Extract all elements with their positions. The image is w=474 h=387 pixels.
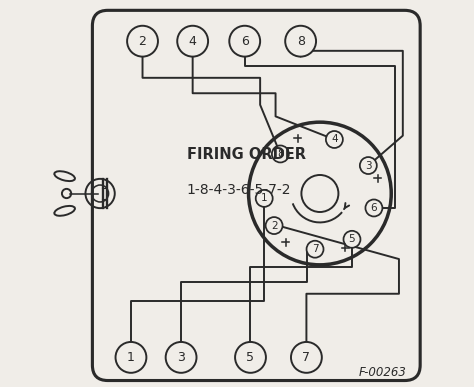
Text: 3: 3 (177, 351, 185, 364)
Circle shape (344, 231, 360, 248)
Text: 8: 8 (297, 35, 305, 48)
Circle shape (116, 342, 146, 373)
Circle shape (326, 131, 343, 148)
Circle shape (285, 26, 316, 57)
Text: 7: 7 (302, 351, 310, 364)
Circle shape (255, 190, 273, 207)
Text: 6: 6 (241, 35, 249, 48)
Circle shape (360, 157, 377, 174)
Circle shape (272, 146, 289, 163)
Text: 6: 6 (371, 203, 377, 213)
Text: 4: 4 (189, 35, 197, 48)
Circle shape (127, 26, 158, 57)
Text: 7: 7 (312, 244, 319, 254)
Text: 1: 1 (127, 351, 135, 364)
Text: 1: 1 (261, 194, 267, 204)
Text: 2: 2 (138, 35, 146, 48)
Text: 3: 3 (365, 161, 372, 171)
Circle shape (365, 199, 383, 216)
Circle shape (248, 122, 391, 265)
Text: 5: 5 (349, 234, 356, 244)
Text: 1-8-4-3-6-5-7-2: 1-8-4-3-6-5-7-2 (187, 183, 292, 197)
Text: 4: 4 (331, 135, 337, 144)
Circle shape (177, 26, 208, 57)
Circle shape (235, 342, 266, 373)
Text: F-00263: F-00263 (359, 366, 407, 379)
Circle shape (265, 217, 283, 234)
Text: FIRING ORDER: FIRING ORDER (187, 147, 306, 163)
Circle shape (291, 342, 322, 373)
Text: 8: 8 (277, 149, 283, 159)
Circle shape (307, 241, 324, 258)
Text: 2: 2 (271, 221, 277, 231)
Circle shape (229, 26, 260, 57)
Circle shape (165, 342, 197, 373)
Text: 5: 5 (246, 351, 255, 364)
